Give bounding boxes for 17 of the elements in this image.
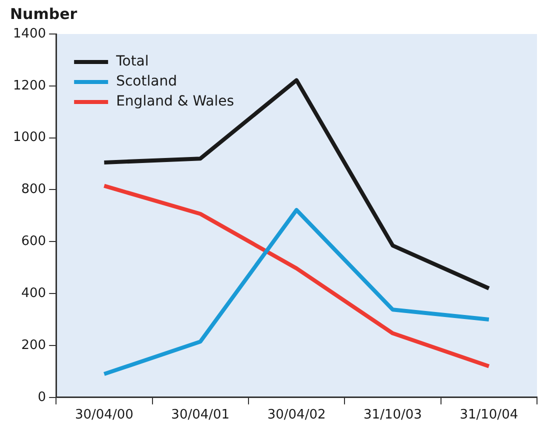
y-tick-label: 400 xyxy=(21,286,46,301)
y-tick-label: 600 xyxy=(21,234,46,250)
legend-label: Scotland xyxy=(116,74,177,90)
y-tick-label: 0 xyxy=(38,390,46,405)
x-tick-label: 31/10/03 xyxy=(364,408,422,423)
y-tick-label: 200 xyxy=(21,338,46,353)
legend-label: Total xyxy=(115,54,149,70)
x-tick-label: 30/04/01 xyxy=(171,408,230,423)
x-tick-label: 30/04/00 xyxy=(74,408,134,423)
x-tick-label: 30/04/02 xyxy=(267,408,326,423)
y-tick-label: 1400 xyxy=(12,26,46,42)
y-tick-label: 1000 xyxy=(12,130,46,146)
y-tick-label: 800 xyxy=(21,182,46,198)
y-tick-label: 1200 xyxy=(12,78,46,94)
legend-label: England & Wales xyxy=(116,94,234,110)
x-tick-label: 31/10/04 xyxy=(460,408,518,423)
y-axis-title: Number xyxy=(10,4,78,23)
